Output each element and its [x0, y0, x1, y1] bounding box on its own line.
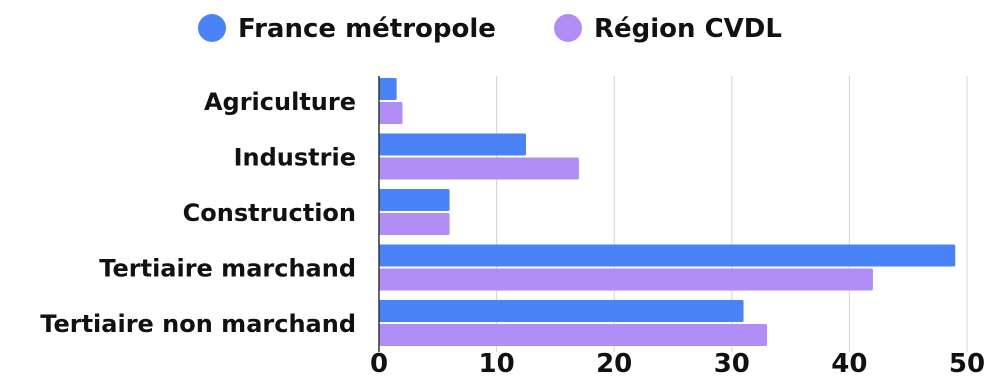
chart-bars: [379, 78, 956, 346]
category-labels: Agriculture Industrie Construction Tertiair…: [40, 88, 356, 338]
legend-label-region-cvdl: Région CVDL: [594, 14, 782, 44]
x-tick-label-20: 20: [596, 349, 632, 379]
bar-industrie-france-metropole: [379, 133, 526, 156]
bar-construction-france-metropole: [379, 189, 450, 211]
bar-tertiaire-non-marchand-france-metropole: [379, 300, 744, 322]
legend-swatch-france-metropole: [198, 14, 226, 42]
x-tick-label-0: 0: [370, 349, 388, 379]
legend-swatch-region-cvdl: [554, 14, 582, 42]
bar-construction-region-cvdl: [379, 213, 450, 235]
x-tick-label-50: 50: [949, 349, 985, 379]
bar-industrie-region-cvdl: [379, 157, 579, 180]
category-label-industrie: Industrie: [234, 144, 356, 172]
x-tick-label-30: 30: [714, 349, 750, 379]
bar-agriculture-france-metropole: [379, 78, 397, 100]
x-axis-ticks: 0 10 20 30 40 50: [370, 349, 985, 379]
category-label-tertiaire-marchand: Tertiaire marchand: [99, 255, 356, 283]
chart-legend: France métropole Région CVDL: [198, 14, 782, 44]
legend-label-france-metropole: France métropole: [238, 14, 496, 44]
bar-tertiaire-marchand-region-cvdl: [379, 268, 873, 291]
bar-tertiaire-non-marchand-region-cvdl: [379, 324, 768, 346]
bar-agriculture-region-cvdl: [379, 102, 403, 124]
category-label-agriculture: Agriculture: [204, 88, 356, 116]
category-label-tertiaire-non-marchand: Tertiaire non marchand: [40, 310, 356, 338]
x-tick-label-40: 40: [831, 349, 867, 379]
category-label-construction: Construction: [183, 199, 356, 227]
bar-tertiaire-marchand-france-metropole: [379, 244, 956, 267]
x-tick-label-10: 10: [479, 349, 515, 379]
